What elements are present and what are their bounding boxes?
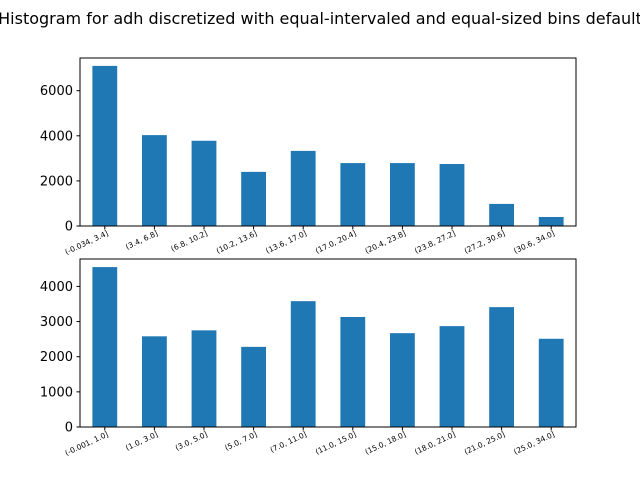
y-tick-label: 2000 <box>40 174 73 189</box>
x-tick-label: (7.0, 11.0] <box>269 430 308 455</box>
x-tick-label: (13.6, 17.0] <box>264 229 308 256</box>
bar <box>241 346 266 427</box>
y-tick-label: 0 <box>65 421 73 436</box>
bar <box>191 140 217 226</box>
x-tick-label: (23.8, 27.2] <box>413 229 457 256</box>
x-tick-label: (25.0, 34.0] <box>512 430 556 457</box>
y-tick-label: 1000 <box>40 385 73 400</box>
x-tick-label: (3.0, 5.0] <box>174 430 209 453</box>
bar <box>340 163 366 226</box>
bar <box>439 163 465 226</box>
bar <box>340 316 366 427</box>
bar <box>538 216 564 226</box>
bar <box>92 267 118 427</box>
x-tick-label: (3.4, 6.8] <box>124 229 159 252</box>
x-tick-label: (5.0, 7.0] <box>223 430 258 453</box>
y-tick-label: 6000 <box>40 84 73 99</box>
top-histogram: (-0.034, 3.4] (3.4, 6.8] (6.8, 10.2] (10.2,… <box>40 57 577 257</box>
y-tick-label: 3000 <box>40 315 73 330</box>
bar <box>142 135 167 226</box>
bar <box>92 65 118 227</box>
x-tick-label: (1.0, 3.0] <box>124 430 159 453</box>
x-tick-label: (17.0, 20.4] <box>314 229 358 256</box>
bottom-histogram: (-0.001, 1.0] (1.0, 3.0] (3.0, 5.0] (5.0, 7… <box>40 258 577 458</box>
y-tick-label: 2000 <box>40 350 73 365</box>
axes-frame <box>79 258 577 428</box>
bar <box>489 203 514 226</box>
bar <box>439 326 465 427</box>
x-tick-label: (20.4, 23.8] <box>364 229 408 256</box>
x-tick-label: (15.0, 18.0] <box>364 430 408 457</box>
x-tick-label: (11.0, 15.0] <box>314 430 358 457</box>
y-tick-label: 0 <box>65 220 73 235</box>
x-tick-label: (21.0, 25.0] <box>463 430 507 457</box>
chart-title: Histogram for adh discretized with equal… <box>0 9 640 28</box>
bar <box>489 307 514 427</box>
bar <box>290 301 316 427</box>
bar <box>390 333 415 427</box>
bar <box>538 338 564 427</box>
bar <box>241 171 266 226</box>
x-tick-label: (6.8, 10.2] <box>169 229 208 254</box>
x-tick-label: (30.6, 34.0] <box>512 229 556 256</box>
bar <box>142 336 167 427</box>
bar <box>390 163 415 226</box>
bar <box>191 330 217 427</box>
x-tick-label: (18.0, 21.0] <box>413 430 457 457</box>
axes-frame <box>79 57 577 227</box>
bar <box>290 150 316 226</box>
y-tick-label: 4000 <box>40 129 73 144</box>
x-tick-label: (10.2, 13.6] <box>215 229 259 256</box>
x-tick-label: (27.2, 30.6] <box>463 229 507 256</box>
y-tick-label: 4000 <box>40 280 73 295</box>
